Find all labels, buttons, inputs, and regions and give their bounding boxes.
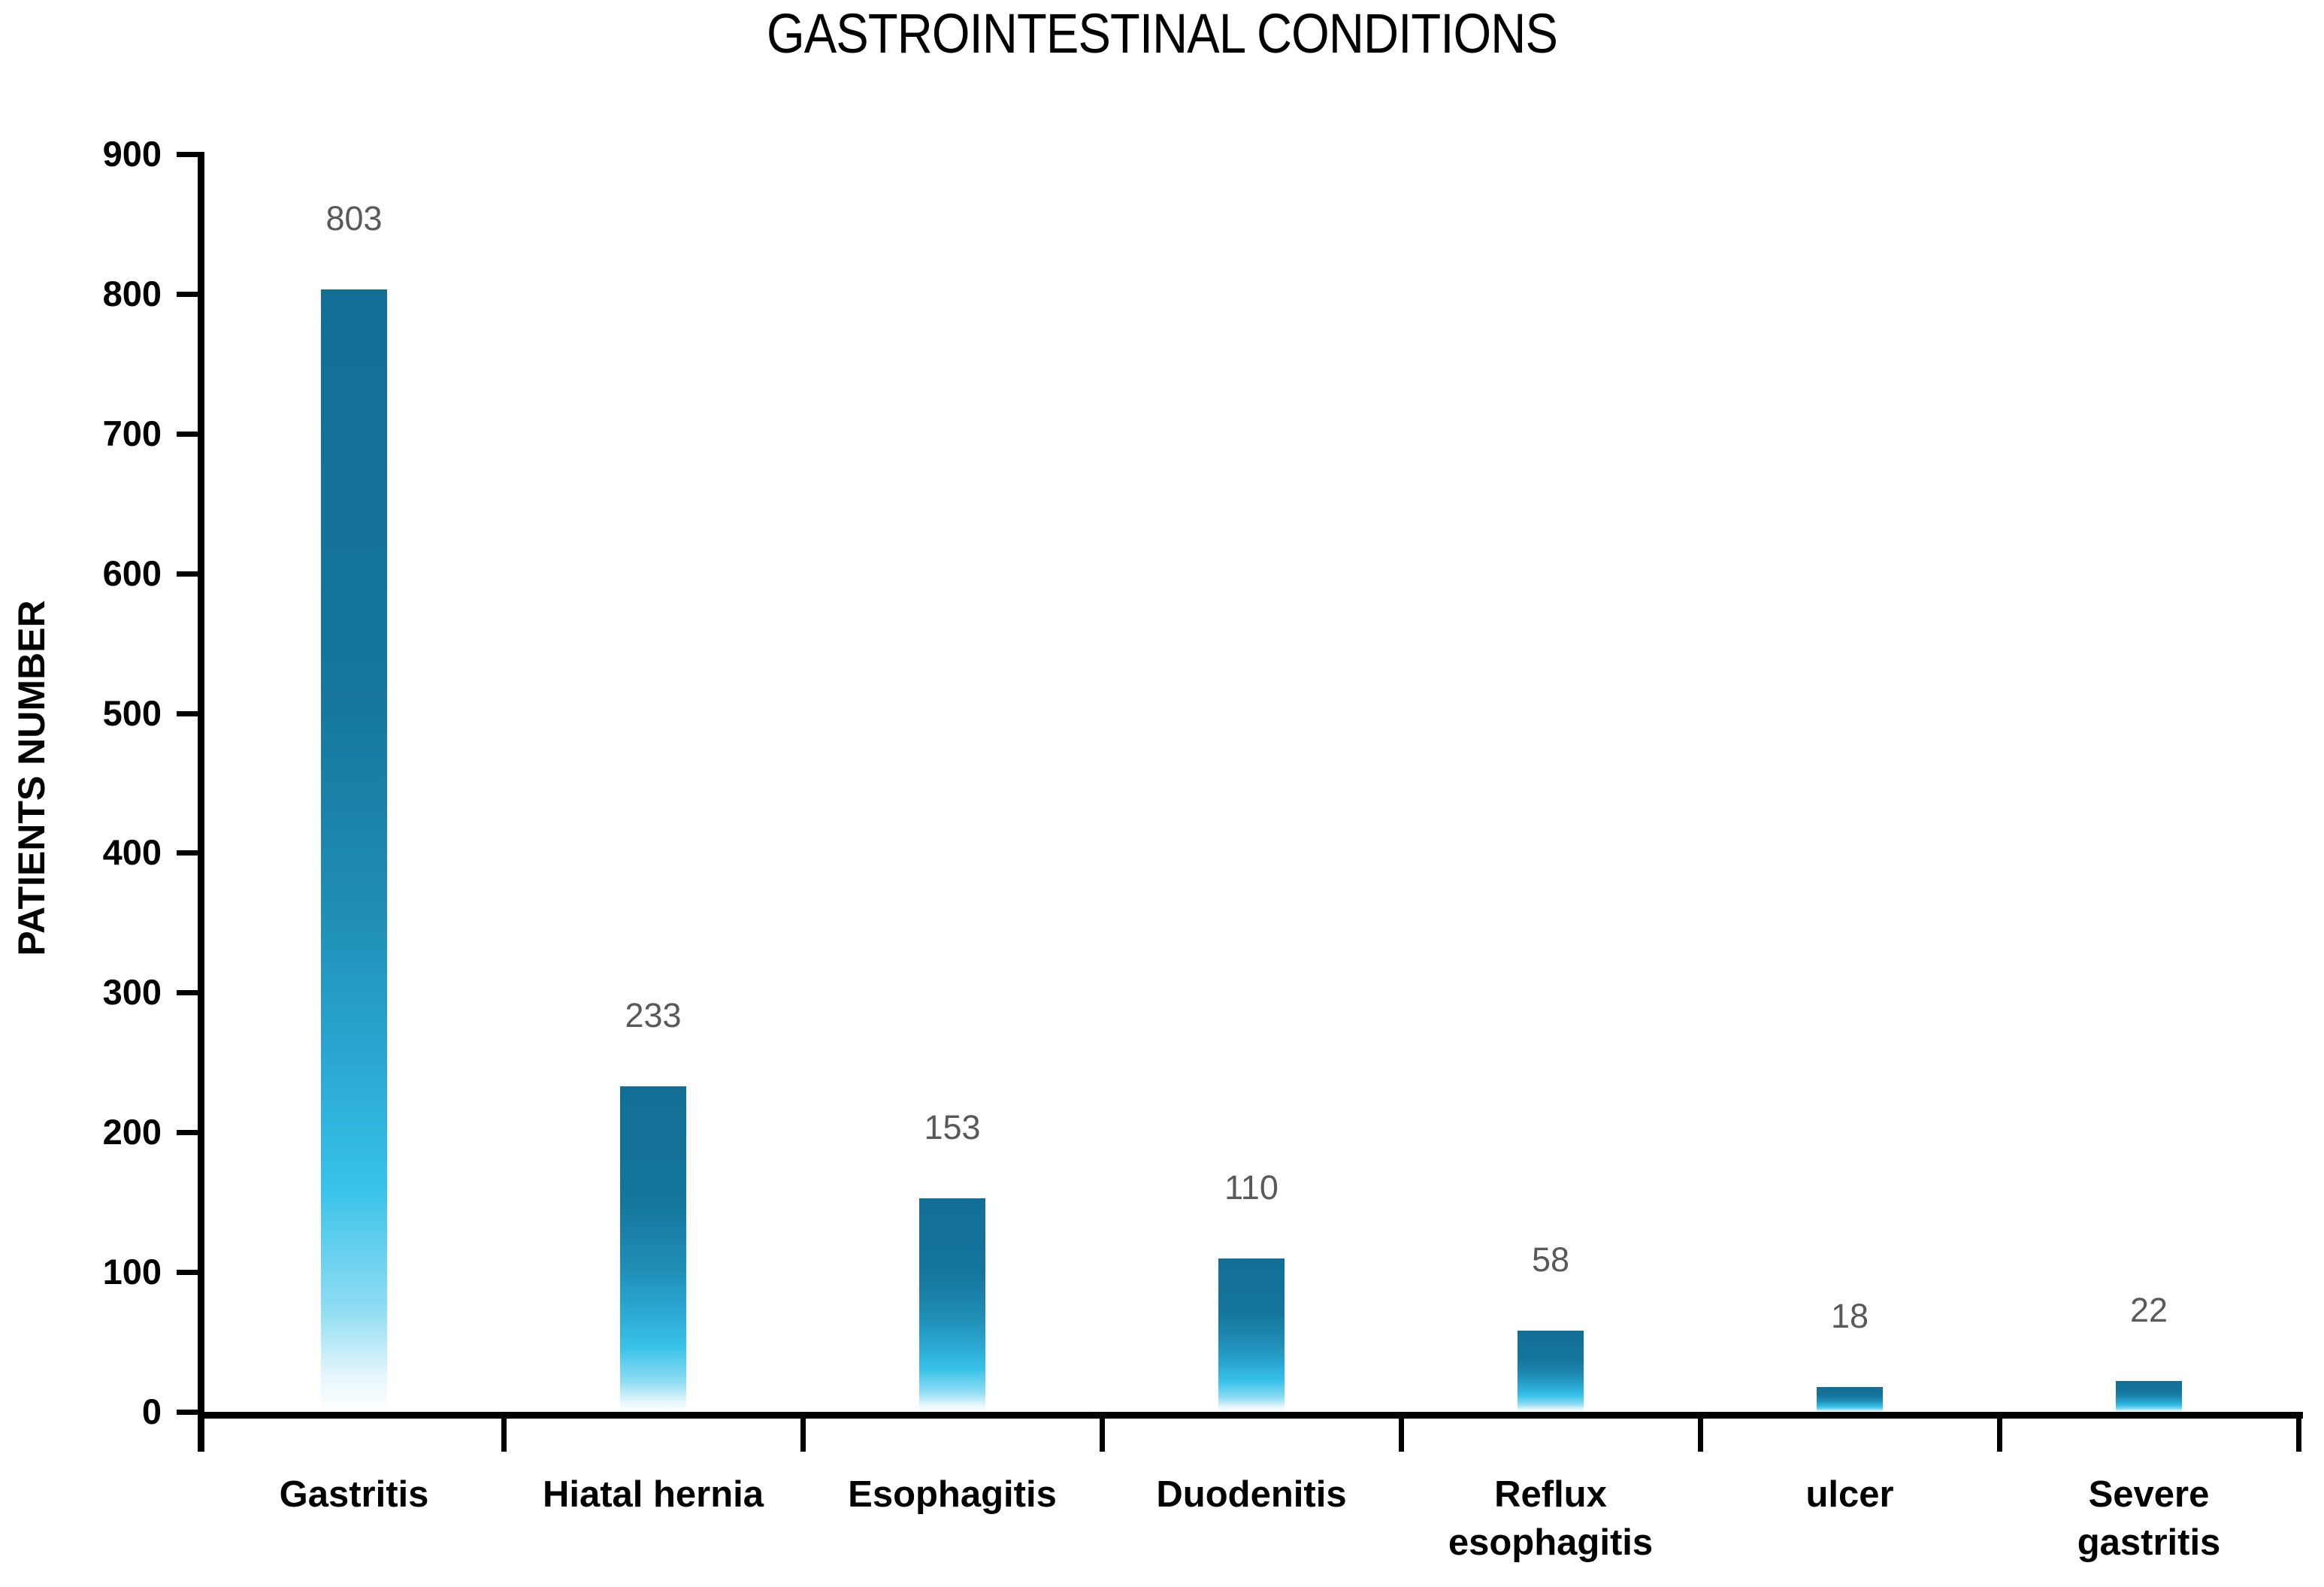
y-tick-600 [177, 571, 198, 577]
y-axis-title: PATIENTS NUMBER [11, 600, 53, 956]
value-label-esophagitis: 153 [924, 1107, 981, 1146]
y-tick-900 [177, 152, 198, 157]
category-label-gastritis: Gastritis [279, 1474, 429, 1515]
x-tick-1 [501, 1419, 507, 1452]
y-tick-400 [177, 850, 198, 856]
bar-esophagitis [919, 1198, 985, 1412]
y-tick-label-900: 900 [102, 134, 162, 174]
x-tick-6 [1997, 1419, 2002, 1452]
y-tick-100 [177, 1270, 198, 1276]
chart-title: GASTROINTESTINAL CONDITIONS [766, 2, 1558, 65]
bar-duodenitis [1218, 1258, 1285, 1412]
bar-hiatal-hernia [620, 1086, 686, 1412]
value-label-gastritis: 803 [325, 199, 383, 238]
x-tick-7 [2296, 1419, 2301, 1452]
value-label-ulcer: 18 [1830, 1296, 1869, 1335]
y-tick-label-400: 400 [102, 832, 162, 873]
value-label-reflux-esophagitis: 58 [1531, 1240, 1570, 1280]
category-label-ulcer: ulcer [1805, 1474, 1894, 1515]
value-label-severe-gastritis: 22 [2129, 1291, 2168, 1330]
y-tick-200 [177, 1130, 198, 1136]
y-axis-line [198, 152, 204, 1452]
category-label-severe-gastritis: Severe gastritis [2077, 1474, 2221, 1563]
x-tick-4 [1399, 1419, 1404, 1452]
x-axis-line [198, 1412, 2303, 1419]
x-tick-2 [800, 1419, 806, 1452]
y-tick-label-700: 700 [102, 413, 162, 453]
category-label-hiatal-hernia: Hiatal hernia [542, 1474, 764, 1515]
y-tick-500 [177, 710, 198, 716]
y-tick-label-800: 800 [102, 273, 162, 313]
y-tick-label-300: 300 [102, 972, 162, 1013]
category-label-duodenitis: Duodenitis [1156, 1474, 1347, 1515]
category-label-reflux-esophagitis: Reflux esophagitis [1448, 1474, 1654, 1563]
x-tick-3 [1100, 1419, 1105, 1452]
y-tick-0 [177, 1410, 198, 1415]
y-tick-label-200: 200 [102, 1112, 162, 1152]
x-tick-5 [1698, 1419, 1703, 1452]
bar-reflux-esophagitis [1518, 1331, 1584, 1412]
y-tick-300 [177, 990, 198, 996]
y-tick-700 [177, 431, 198, 437]
category-label-esophagitis: Esophagitis [848, 1474, 1057, 1515]
value-label-duodenitis: 110 [1224, 1168, 1279, 1207]
y-tick-label-0: 0 [141, 1392, 162, 1431]
bar-gastritis [321, 289, 387, 1412]
y-tick-label-500: 500 [102, 692, 162, 733]
bar-severe-gastritis [2116, 1381, 2182, 1412]
y-tick-label-600: 600 [102, 553, 162, 593]
y-tick-label-100: 100 [102, 1252, 162, 1292]
value-label-hiatal-hernia: 233 [625, 995, 682, 1034]
y-tick-800 [177, 291, 198, 297]
bar-ulcer [1817, 1386, 1883, 1412]
